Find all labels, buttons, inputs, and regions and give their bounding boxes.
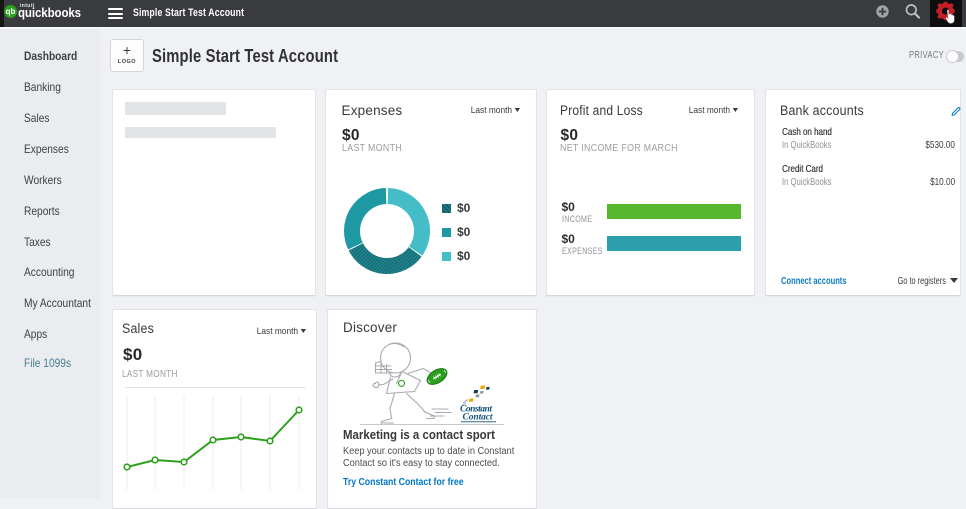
svg-text:Contact: Contact: [463, 413, 493, 423]
svg-text:Constant: Constant: [460, 405, 492, 415]
